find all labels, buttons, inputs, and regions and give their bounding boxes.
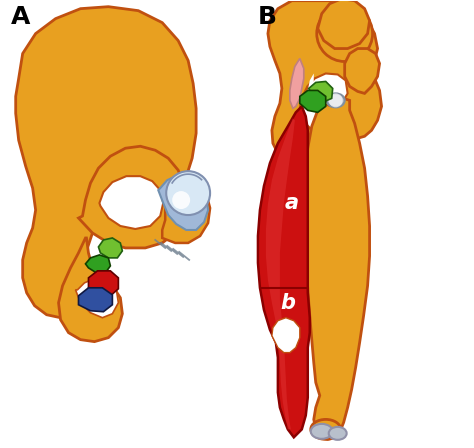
Ellipse shape xyxy=(328,427,346,440)
Polygon shape xyxy=(305,73,314,108)
Polygon shape xyxy=(162,180,210,243)
Polygon shape xyxy=(268,1,382,158)
Ellipse shape xyxy=(311,419,341,439)
Circle shape xyxy=(166,171,210,215)
Polygon shape xyxy=(89,271,118,296)
Polygon shape xyxy=(272,318,300,353)
Text: B: B xyxy=(258,4,277,29)
Text: b: b xyxy=(280,293,295,313)
Circle shape xyxy=(317,6,373,61)
Circle shape xyxy=(172,191,190,209)
Polygon shape xyxy=(300,90,326,112)
Polygon shape xyxy=(290,59,304,108)
Text: a: a xyxy=(285,193,299,213)
Ellipse shape xyxy=(327,93,345,108)
Polygon shape xyxy=(85,255,110,273)
Ellipse shape xyxy=(311,424,333,439)
Polygon shape xyxy=(305,96,370,439)
Polygon shape xyxy=(79,288,112,312)
Text: A: A xyxy=(11,4,30,29)
Polygon shape xyxy=(59,238,122,342)
Polygon shape xyxy=(79,146,186,248)
Polygon shape xyxy=(100,176,163,229)
Polygon shape xyxy=(158,175,208,230)
Polygon shape xyxy=(16,7,196,318)
Polygon shape xyxy=(345,48,380,93)
Polygon shape xyxy=(258,106,310,437)
Polygon shape xyxy=(309,82,333,101)
Polygon shape xyxy=(318,0,370,48)
Polygon shape xyxy=(75,278,118,318)
Polygon shape xyxy=(99,238,122,258)
Polygon shape xyxy=(266,118,295,429)
Circle shape xyxy=(328,93,343,108)
Polygon shape xyxy=(308,73,347,106)
